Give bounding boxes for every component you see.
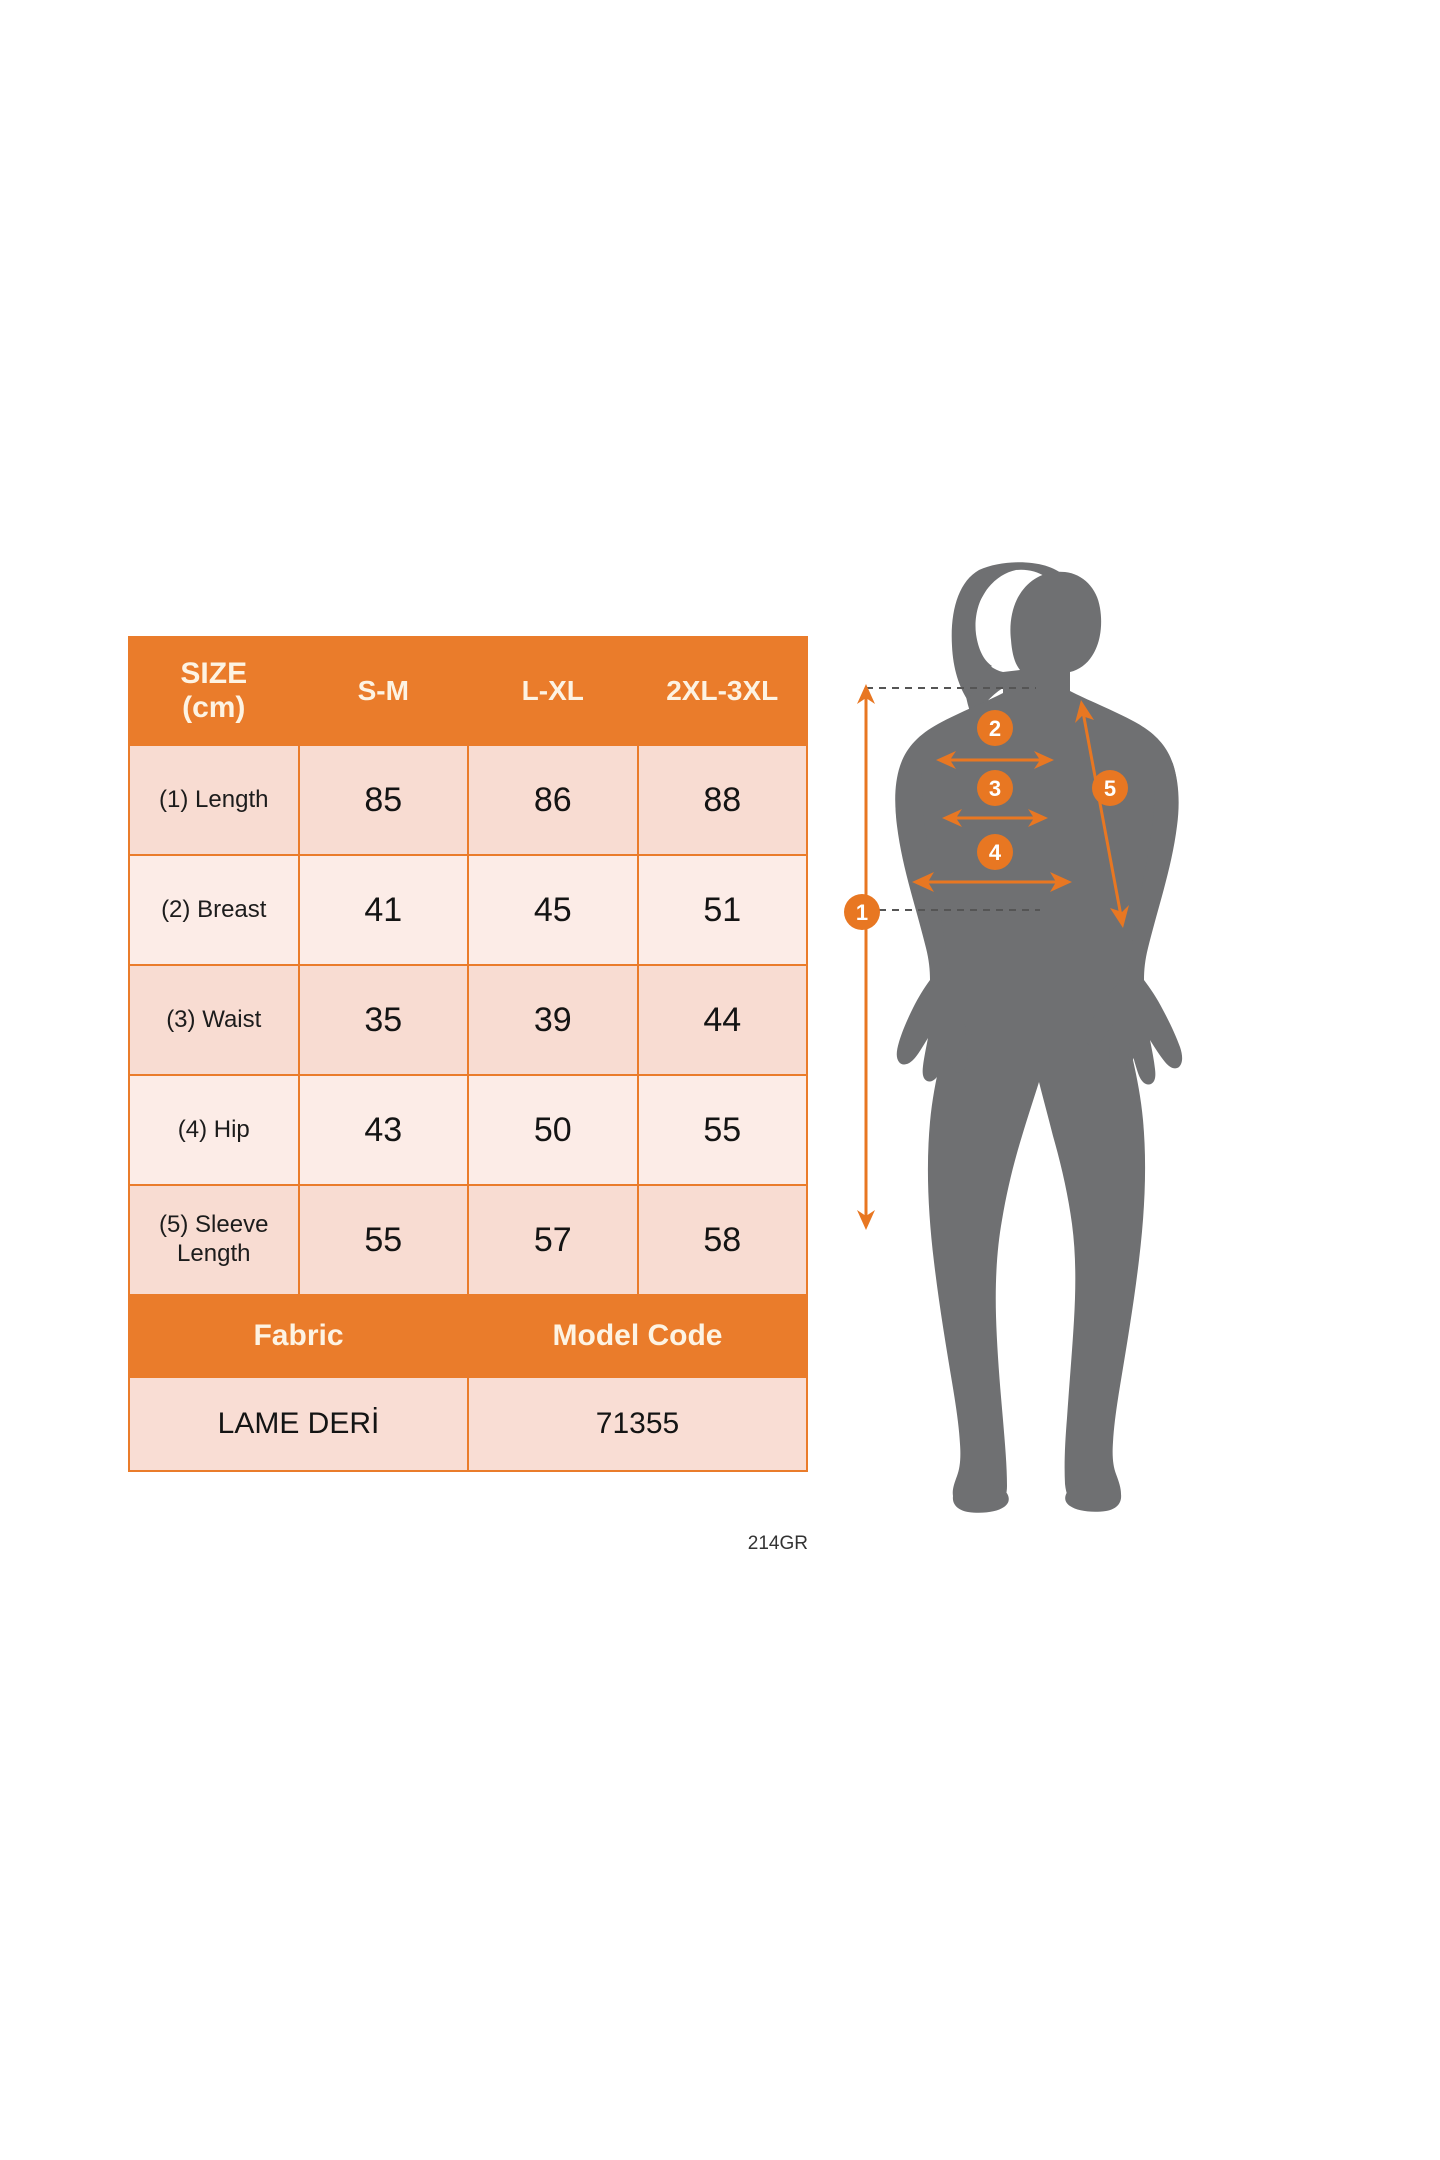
marker-circle-1 <box>844 894 880 930</box>
marker-circle-2 <box>977 710 1013 746</box>
cell-length-2xl3xl: 88 <box>636 744 808 856</box>
cell-waist-lxl: 39 <box>467 964 639 1076</box>
header-size-line2: (cm) <box>182 691 246 724</box>
header-col-2xl3xl: 2XL-3XL <box>636 636 808 746</box>
table-row: (4) Hip 43 50 55 <box>128 1074 808 1186</box>
table-row: (2) Breast 41 45 51 <box>128 854 808 966</box>
arrow-hip-head-left <box>912 872 934 892</box>
arrow-waist-head-right <box>1028 809 1048 827</box>
marker-label-5: 5 <box>1104 776 1116 801</box>
arrow-sleeve-head-bottom <box>1110 905 1129 928</box>
marker-label-2: 2 <box>989 716 1001 741</box>
cell-hip-sm: 43 <box>297 1074 469 1186</box>
cell-waist-sm: 35 <box>297 964 469 1076</box>
marker-label-1: 1 <box>856 900 868 925</box>
cell-sleeve-2xl3xl: 58 <box>636 1184 808 1296</box>
header-col-sm: S-M <box>297 636 469 746</box>
table-row: (5) Sleeve Length 55 57 58 <box>128 1184 808 1296</box>
marker-circle-4 <box>977 834 1013 870</box>
header-model-code: Model Code <box>467 1294 808 1378</box>
row-label-sleeve-line1: (5) Sleeve <box>159 1211 269 1239</box>
value-fabric: LAME DERİ <box>128 1376 469 1472</box>
header-size-cm: SIZE (cm) <box>128 636 300 746</box>
row-label-sleeve-line2: Length <box>177 1240 251 1267</box>
row-label-breast: (2) Breast <box>128 854 300 966</box>
arrow-breast-head-left <box>936 751 956 769</box>
row-label-sleeve-length: (5) Sleeve Length <box>128 1184 300 1296</box>
arrow-waist-head-left <box>942 809 962 827</box>
marker-label-3: 3 <box>989 776 1001 801</box>
arrow-length-head-bottom <box>857 1210 875 1230</box>
header-fabric: Fabric <box>128 1294 469 1378</box>
header-size-line1: SIZE <box>180 656 248 690</box>
row-label-hip: (4) Hip <box>128 1074 300 1186</box>
cell-hip-2xl3xl: 55 <box>636 1074 808 1186</box>
marker-circle-3 <box>977 770 1013 806</box>
cell-length-lxl: 86 <box>467 744 639 856</box>
cell-waist-2xl3xl: 44 <box>636 964 808 1076</box>
cell-breast-lxl: 45 <box>467 854 639 966</box>
table-header-row: SIZE (cm) S-M L-XL 2XL-3XL <box>128 636 808 746</box>
body-measurement-figure: 1 2 3 4 5 <box>840 560 1360 1520</box>
cell-breast-2xl3xl: 51 <box>636 854 808 966</box>
arrow-sleeve-head-top <box>1075 700 1094 723</box>
arrow-hip-head-right <box>1050 872 1072 892</box>
table-row: (1) Length 85 86 88 <box>128 744 808 856</box>
header-col-lxl: L-XL <box>467 636 639 746</box>
measurement-overlay <box>857 684 1129 1230</box>
size-chart-table: SIZE (cm) S-M L-XL 2XL-3XL (1) Length 85… <box>128 636 808 1472</box>
value-model-code: 71355 <box>467 1376 808 1472</box>
cell-sleeve-sm: 55 <box>297 1184 469 1296</box>
arrow-breast-head-right <box>1034 751 1054 769</box>
cell-hip-lxl: 50 <box>467 1074 639 1186</box>
cell-breast-sm: 41 <box>297 854 469 966</box>
female-silhouette-icon <box>895 562 1183 1513</box>
cell-length-sm: 85 <box>297 744 469 856</box>
cell-sleeve-lxl: 57 <box>467 1184 639 1296</box>
arrow-length-head-top <box>857 684 875 704</box>
table-footer-value-row: LAME DERİ 71355 <box>128 1376 808 1472</box>
marker-group: 1 2 3 4 5 <box>844 710 1128 930</box>
figure-svg: 1 2 3 4 5 <box>844 562 1183 1513</box>
weight-note: 214GR <box>747 1533 808 1554</box>
marker-label-4: 4 <box>989 840 1002 865</box>
marker-circle-5 <box>1092 770 1128 806</box>
table-row: (3) Waist 35 39 44 <box>128 964 808 1076</box>
row-label-length: (1) Length <box>128 744 300 856</box>
arrow-sleeve-line <box>1081 711 1123 917</box>
table-footer-header-row: Fabric Model Code <box>128 1294 808 1378</box>
row-label-waist: (3) Waist <box>128 964 300 1076</box>
